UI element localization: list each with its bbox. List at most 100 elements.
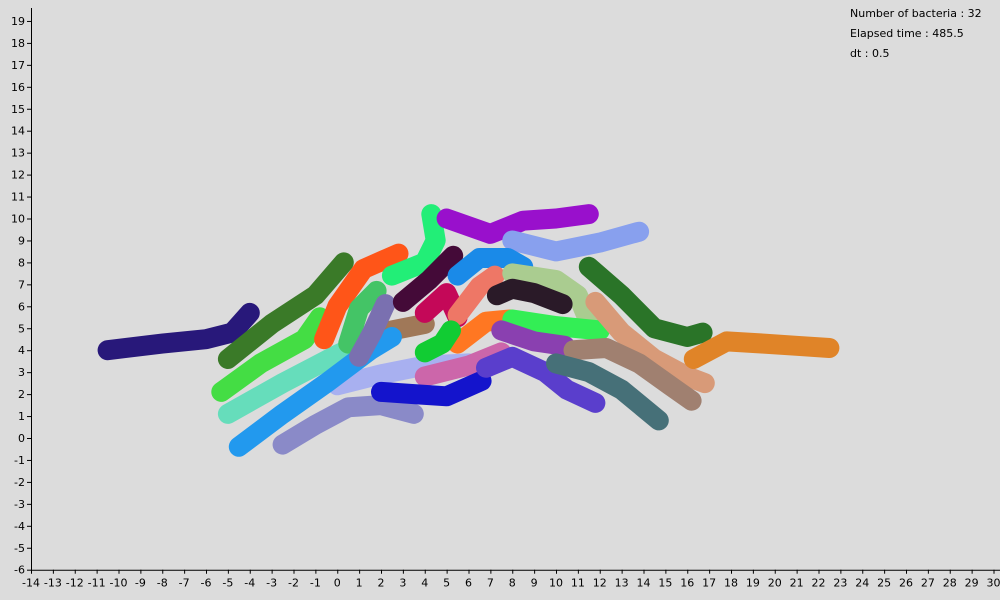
y-tick-label: 7 [18, 278, 25, 291]
y-tick-label: 12 [11, 169, 25, 182]
bacterium-12 [381, 204, 446, 286]
x-tick-label: -14 [22, 577, 40, 590]
bacterium-26 [371, 370, 492, 407]
x-tick-label: -11 [88, 577, 106, 590]
x-tick-label: 12 [593, 577, 607, 590]
x-tick-label: 28 [943, 577, 957, 590]
y-tick-label: 0 [18, 432, 25, 445]
x-tick-label: 19 [746, 577, 760, 590]
x-tick-label: -8 [157, 577, 168, 590]
x-tick-label: -10 [110, 577, 128, 590]
axes-layer: -6-5-4-3-2-10123456789101112131415161718… [11, 8, 1000, 590]
x-tick-label: 24 [855, 577, 869, 590]
y-tick-label: 10 [11, 213, 25, 226]
x-tick-label: -7 [179, 577, 190, 590]
x-tick-label: -6 [201, 577, 212, 590]
bacterium-25 [491, 320, 575, 356]
y-tick-label: 2 [18, 388, 25, 401]
y-tick-label: 5 [18, 322, 25, 335]
x-tick-label: 4 [421, 577, 428, 590]
y-tick-label: -3 [14, 498, 25, 511]
x-tick-label: -9 [135, 577, 146, 590]
x-tick-label: 15 [658, 577, 672, 590]
x-tick-label: 6 [465, 577, 472, 590]
x-tick-label: -5 [222, 577, 233, 590]
y-tick-label: 1 [18, 410, 25, 423]
x-tick-label: 1 [356, 577, 363, 590]
y-tick-label: 3 [18, 366, 25, 379]
x-tick-label: 30 [987, 577, 1000, 590]
x-tick-label: 23 [833, 577, 847, 590]
bacterium-32 [683, 331, 840, 369]
y-tick-label: 4 [18, 344, 25, 357]
x-tick-label: -12 [66, 577, 84, 590]
bacterium-4 [97, 302, 260, 361]
x-tick-label: 29 [965, 577, 979, 590]
y-tick-label: 18 [11, 37, 25, 50]
x-tick-label: 16 [680, 577, 694, 590]
dt-text: dt : 0.5 [850, 47, 890, 60]
y-tick-label: -2 [14, 476, 25, 489]
x-tick-label: 25 [877, 577, 891, 590]
bacterium-5 [217, 252, 354, 369]
x-tick-label: 14 [637, 577, 651, 590]
y-tick-label: 6 [18, 300, 25, 313]
y-tick-label: 13 [11, 147, 25, 160]
bacterium-28 [578, 256, 713, 347]
y-tick-label: 16 [11, 81, 25, 94]
bacterium-27 [476, 346, 606, 413]
bacterium-20 [502, 263, 599, 332]
bacterium-10 [338, 280, 387, 354]
x-tick-label: -4 [244, 577, 255, 590]
bacterium-8 [228, 327, 402, 457]
y-tick-label: 11 [11, 191, 25, 204]
bacteria-layer [97, 204, 840, 457]
y-tick-label: -1 [14, 454, 25, 467]
x-tick-label: 20 [768, 577, 782, 590]
y-tick-label: -6 [14, 564, 25, 577]
y-tick-label: 19 [11, 15, 25, 28]
x-tick-label: 11 [571, 577, 585, 590]
x-tick-label: 9 [531, 577, 538, 590]
bacteria-count-text: Number of bacteria : 32 [850, 7, 982, 20]
y-tick-label: -5 [14, 542, 25, 555]
x-tick-label: 26 [899, 577, 913, 590]
bacterium-15 [502, 221, 650, 262]
x-tick-label: 21 [790, 577, 804, 590]
x-tick-label: 0 [334, 577, 341, 590]
x-tick-label: 27 [921, 577, 935, 590]
bacterium-30 [563, 338, 702, 411]
bacterium-18 [447, 265, 505, 326]
bacterium-13 [392, 245, 464, 312]
bacterium-1 [272, 395, 424, 455]
x-tick-label: 3 [399, 577, 406, 590]
bacterium-14 [436, 204, 599, 244]
bacterium-21 [486, 278, 573, 315]
x-tick-label: 13 [615, 577, 629, 590]
bacterium-16 [447, 248, 534, 286]
bacterium-24 [414, 320, 461, 363]
x-tick-label: -13 [44, 577, 62, 590]
x-tick-label: 8 [509, 577, 516, 590]
bacterium-31 [546, 353, 669, 431]
y-tick-label: 17 [11, 59, 25, 72]
x-tick-label: 17 [702, 577, 716, 590]
x-tick-label: 18 [724, 577, 738, 590]
y-tick-label: 15 [11, 103, 25, 116]
x-tick-label: 10 [549, 577, 563, 590]
y-tick-label: 8 [18, 256, 25, 269]
bacterium-11 [349, 294, 396, 367]
elapsed-time-text: Elapsed time : 485.5 [850, 27, 964, 40]
x-tick-label: -3 [266, 577, 277, 590]
x-tick-label: 22 [812, 577, 826, 590]
bacterium-29 [585, 291, 715, 394]
y-tick-label: -4 [14, 520, 25, 533]
bacterium-9 [314, 243, 409, 350]
x-tick-label: 7 [487, 577, 494, 590]
x-tick-label: 2 [378, 577, 385, 590]
bacterium-22 [502, 309, 610, 341]
x-tick-label: 5 [443, 577, 450, 590]
y-tick-label: 9 [18, 234, 25, 247]
